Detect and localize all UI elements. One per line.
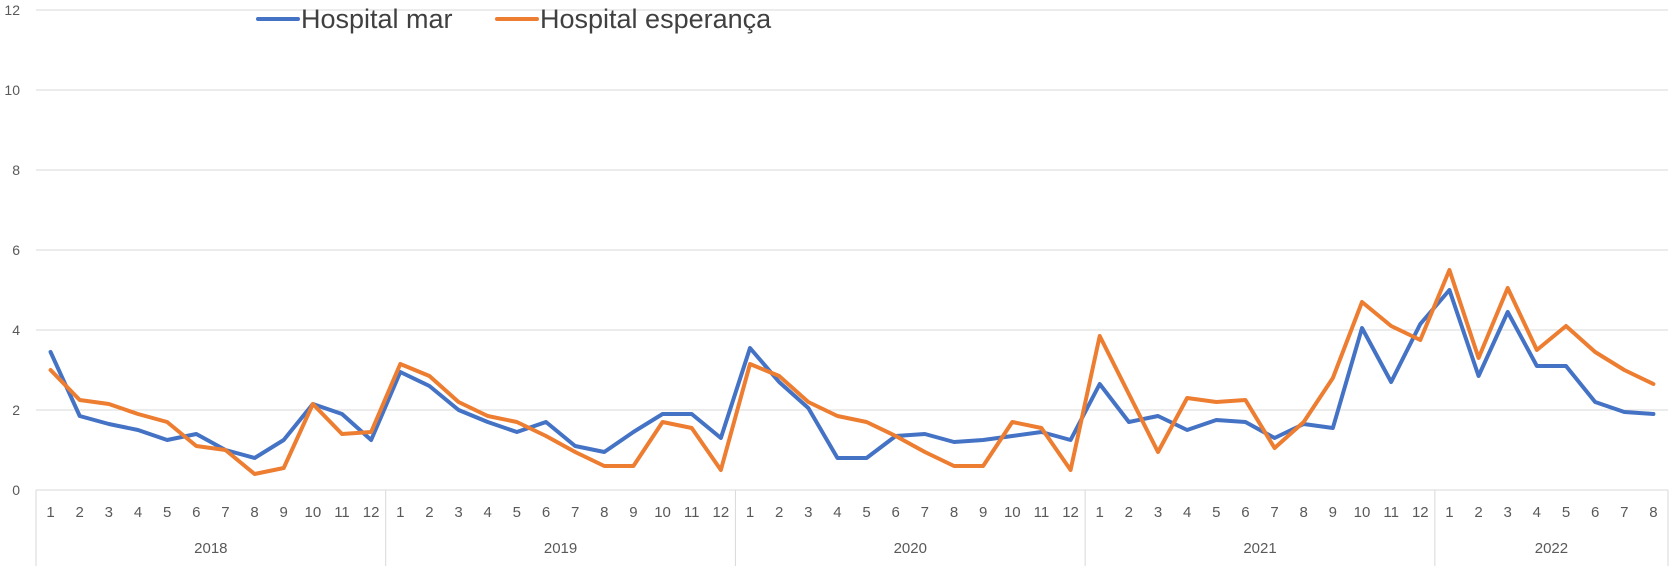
year-label: 2021: [1243, 540, 1276, 557]
x-tick-label: 2: [1474, 504, 1482, 521]
x-tick-label: 11: [684, 504, 700, 521]
x-tick-label: 4: [134, 504, 142, 521]
x-tick-label: 5: [513, 504, 521, 521]
x-tick-label: 3: [454, 504, 462, 521]
x-tick-label: 7: [921, 504, 929, 521]
x-tick-label: 2: [1125, 504, 1133, 521]
x-tick-label: 2: [76, 504, 84, 521]
x-tick-label: 12: [1062, 504, 1079, 521]
x-tick-label: 4: [1183, 504, 1191, 521]
legend: Hospital mar Hospital esperança: [256, 4, 772, 34]
x-tick-label: 6: [192, 504, 200, 521]
x-tick-label: 8: [250, 504, 258, 521]
x-tick-label: 8: [1300, 504, 1308, 521]
y-tick-label: 0: [12, 482, 20, 498]
x-tick-label: 11: [1034, 504, 1050, 521]
series-line-1: [48, 288, 1656, 460]
x-tick-label: 5: [1562, 504, 1570, 521]
y-axis-ticks: 0 2 4 6 8 10 12: [4, 2, 20, 498]
year-label: 2019: [544, 540, 577, 557]
x-tick-label: 1: [1096, 504, 1104, 521]
x-tick-label: 12: [363, 504, 380, 521]
x-tick-label: 10: [654, 504, 671, 521]
x-tick-label: 4: [833, 504, 841, 521]
x-tick-label: 9: [979, 504, 987, 521]
x-tick-label: 8: [600, 504, 608, 521]
x-tick-label: 3: [1504, 504, 1512, 521]
year-label: 2018: [194, 540, 227, 557]
x-tick-label: 8: [950, 504, 958, 521]
y-tick-label: 4: [12, 322, 20, 338]
x-tick-label: 8: [1649, 504, 1657, 521]
x-tick-label: 7: [571, 504, 579, 521]
x-tick-label: 5: [862, 504, 870, 521]
x-tick-label: 2: [775, 504, 783, 521]
y-tick-label: 8: [12, 162, 20, 178]
x-tick-label: 3: [105, 504, 113, 521]
x-tick-label: 9: [280, 504, 288, 521]
x-tick-label: 6: [892, 504, 900, 521]
x-tick-label: 10: [1004, 504, 1021, 521]
x-tick-label: 12: [1412, 504, 1429, 521]
x-tick-label: 6: [1241, 504, 1249, 521]
x-tick-label: 3: [1154, 504, 1162, 521]
x-tick-label: 2: [425, 504, 433, 521]
x-tick-label: 7: [1620, 504, 1628, 521]
x-tick-label: 11: [1383, 504, 1399, 521]
y-tick-label: 2: [12, 402, 20, 418]
x-tick-label: 1: [46, 504, 54, 521]
x-tick-label: 5: [1212, 504, 1220, 521]
series-line-2: [48, 268, 1656, 476]
x-tick-label: 7: [1270, 504, 1278, 521]
x-tick-label: 1: [396, 504, 404, 521]
x-tick-label: 1: [1445, 504, 1453, 521]
year-label: 2022: [1535, 540, 1568, 557]
x-tick-label: 10: [1354, 504, 1371, 521]
x-tick-label: 6: [542, 504, 550, 521]
x-tick-label: 5: [163, 504, 171, 521]
x-tick-label: 3: [804, 504, 812, 521]
x-tick-label: 9: [629, 504, 637, 521]
x-tick-label: 4: [1533, 504, 1541, 521]
legend-label: Hospital mar: [301, 4, 453, 34]
year-label: 2020: [894, 540, 927, 557]
x-tick-label: 1: [746, 504, 754, 521]
x-tick-label: 9: [1329, 504, 1337, 521]
x-tick-label: 7: [221, 504, 229, 521]
x-tick-label: 10: [305, 504, 322, 521]
legend-label: Hospital esperança: [540, 4, 772, 34]
series-lines: [48, 268, 1656, 476]
y-tick-label: 12: [4, 2, 20, 18]
x-tick-label: 6: [1591, 504, 1599, 521]
x-tick-label: 4: [484, 504, 492, 521]
x-tick-label: 11: [334, 504, 350, 521]
y-tick-label: 6: [12, 242, 20, 258]
y-tick-label: 10: [4, 82, 20, 98]
x-tick-label: 12: [713, 504, 730, 521]
